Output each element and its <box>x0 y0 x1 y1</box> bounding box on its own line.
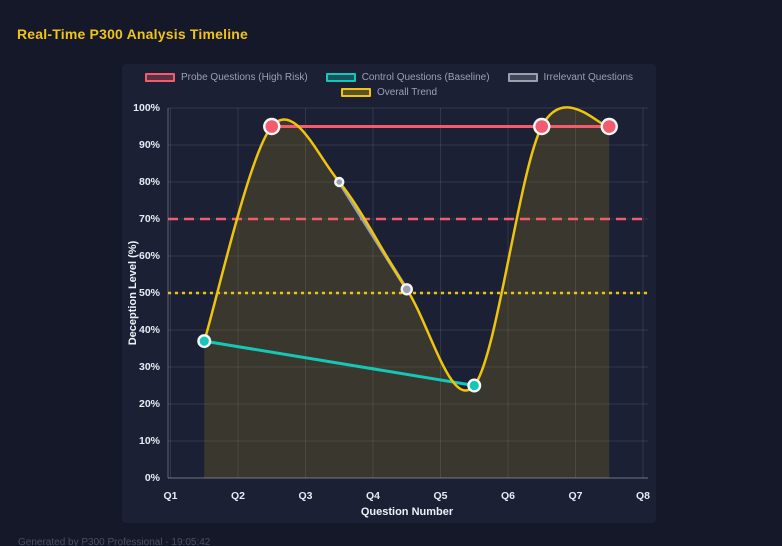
x-tick-label: Q3 <box>298 490 313 502</box>
data-point-probe <box>263 117 281 136</box>
footer-text: Generated by P300 Professional - 19:05:4… <box>18 537 211 546</box>
y-tick-label: 80% <box>138 176 160 188</box>
legend-item-trend[interactable]: Overall Trend <box>340 87 438 98</box>
x-tick-label: Q1 <box>163 490 178 502</box>
x-tick-label: Q4 <box>365 490 380 502</box>
data-point-probe <box>600 117 618 136</box>
data-point-irrelevant <box>400 283 413 296</box>
legend-label: Control Questions (Baseline) <box>361 72 490 83</box>
legend-item-probe[interactable]: Probe Questions (High Risk) <box>144 72 308 83</box>
data-point-control <box>197 334 212 349</box>
legend-label: Irrelevant Questions <box>543 72 634 83</box>
legend-row: Probe Questions (High Risk) Control Quest… <box>144 72 634 83</box>
data-point-control <box>467 378 482 393</box>
y-tick-label: 90% <box>138 139 160 151</box>
legend-label: Probe Questions (High Risk) <box>180 72 308 83</box>
y-tick-label: 60% <box>138 250 160 262</box>
y-tick-label: 30% <box>138 361 160 373</box>
legend-swatch-probe <box>144 73 175 82</box>
y-tick-label: 20% <box>138 398 160 410</box>
y-axis-title: Deception Level (%) <box>127 240 139 346</box>
legend-item-irrelevant[interactable]: Irrelevant Questions <box>507 72 634 83</box>
y-tick-label: 0% <box>144 472 160 484</box>
y-tick-label: 40% <box>138 324 160 336</box>
y-tick-label: 100% <box>133 102 160 114</box>
x-tick-label: Q8 <box>635 490 650 502</box>
y-tick-label: 10% <box>138 435 160 447</box>
legend-row: Overall Trend <box>340 87 438 98</box>
legend-swatch-trend <box>340 88 371 97</box>
y-tick-label: 50% <box>138 287 160 299</box>
x-tick-label: Q2 <box>230 490 245 502</box>
x-tick-label: Q5 <box>433 490 448 502</box>
legend-item-control[interactable]: Control Questions (Baseline) <box>325 72 490 83</box>
legend-label: Overall Trend <box>376 87 438 98</box>
data-point-irrelevant <box>334 176 345 188</box>
legend-swatch-control <box>325 73 356 82</box>
x-tick-label: Q6 <box>500 490 515 502</box>
x-tick-label: Q7 <box>568 490 583 502</box>
y-tick-label: 70% <box>138 213 160 225</box>
page-title: Real-Time P300 Analysis Timeline <box>17 26 249 42</box>
chart-legend: Probe Questions (High Risk) Control Quest… <box>122 72 656 98</box>
data-point-probe <box>533 117 551 136</box>
x-axis-title: Question Number <box>360 506 454 518</box>
legend-swatch-irrelevant <box>507 73 538 82</box>
